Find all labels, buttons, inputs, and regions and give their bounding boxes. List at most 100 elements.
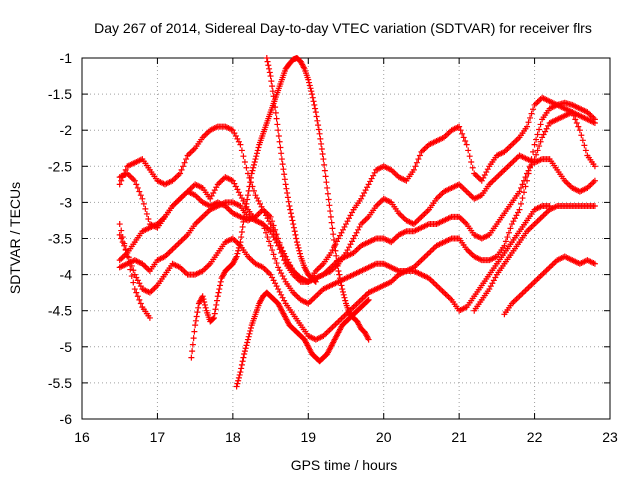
data-point: [528, 110, 535, 117]
series-track-6: [116, 221, 153, 321]
data-point: [321, 167, 328, 174]
y-tick-labels: -1 -1.5 -2 -2.5 -3 -3.5 -4 -4.5 -5 -5.5 -6: [48, 50, 72, 427]
data-point: [136, 296, 143, 303]
data-point: [286, 203, 293, 210]
x-tick-label: 18: [225, 429, 241, 445]
data-point: [501, 242, 508, 249]
data-point: [217, 282, 224, 289]
data-point: [337, 278, 344, 285]
data-point: [142, 205, 149, 212]
data-point: [313, 113, 320, 120]
data-point: [330, 236, 337, 243]
data-point: [315, 126, 322, 133]
x-axis-label: GPS time / hours: [291, 457, 398, 473]
data-point: [250, 164, 257, 171]
data-point: [199, 293, 206, 300]
data-point: [128, 273, 135, 280]
data-point: [211, 310, 218, 317]
data-point: [525, 170, 532, 177]
data-point: [244, 192, 251, 199]
data-point: [522, 183, 529, 190]
data-point: [253, 150, 260, 157]
data-point: [332, 247, 339, 254]
data-point: [572, 116, 579, 123]
y-tick-label: -5: [60, 339, 73, 355]
data-point: [413, 159, 420, 166]
x-tick-label: 22: [527, 429, 543, 445]
data-point: [525, 119, 532, 126]
data-point: [235, 374, 242, 381]
data-point: [116, 231, 123, 238]
data-point: [582, 147, 589, 154]
data-point: [234, 250, 241, 257]
data-point: [317, 135, 324, 142]
data-point: [416, 152, 423, 159]
data-point: [283, 185, 290, 192]
data-point: [189, 341, 196, 348]
series-track-9: [263, 55, 319, 285]
x-tick-labels: 16 17 18 19 20 21 22 23: [74, 429, 618, 445]
data-point: [307, 85, 314, 92]
data-point: [281, 171, 288, 178]
data-point: [272, 109, 279, 116]
data-point: [364, 297, 371, 304]
data-point: [342, 297, 349, 304]
data-point: [517, 200, 524, 207]
data-point: [239, 223, 246, 230]
data-point: [263, 55, 270, 61]
data-point: [533, 136, 540, 143]
x-tick-label: 23: [602, 429, 618, 445]
data-point: [330, 231, 337, 238]
data-point: [210, 315, 217, 322]
series-track-11: [501, 253, 598, 318]
data-point: [285, 198, 292, 205]
data-point: [278, 244, 285, 251]
data-point: [272, 104, 279, 111]
data-point: [245, 333, 252, 340]
data-point: [124, 253, 131, 260]
data-point: [243, 342, 250, 349]
data-point: [201, 299, 208, 306]
data-point: [312, 105, 319, 112]
data-point: [530, 106, 537, 113]
data-point: [146, 314, 153, 321]
data-point: [324, 190, 331, 197]
plot-frame: [81, 57, 611, 420]
data-point: [235, 377, 242, 384]
data-point: [200, 296, 207, 303]
data-point: [178, 166, 185, 173]
data-point: [243, 200, 250, 207]
data-point: [312, 278, 319, 285]
data-point: [333, 257, 340, 264]
data-point: [591, 260, 598, 267]
data-point: [267, 73, 274, 80]
grid: [82, 58, 610, 419]
data-point: [284, 194, 291, 201]
data-point: [263, 229, 270, 236]
data-point: [412, 163, 419, 170]
data-point: [238, 361, 245, 368]
data-point: [242, 205, 249, 212]
data-point: [269, 218, 276, 225]
data-point: [536, 143, 543, 150]
data-point: [145, 216, 152, 223]
data-point: [191, 328, 198, 335]
data-point: [189, 348, 196, 355]
data-point: [336, 271, 343, 278]
data-point: [325, 196, 332, 203]
data-point: [239, 358, 246, 365]
data-point: [460, 134, 467, 141]
data-point: [143, 210, 150, 217]
data-point: [278, 150, 285, 157]
data-point: [365, 336, 372, 343]
data-point: [261, 225, 268, 232]
data-point: [116, 221, 123, 228]
data-point: [214, 293, 221, 300]
data-point: [271, 98, 278, 105]
data-point: [254, 147, 261, 154]
data-point: [245, 187, 252, 194]
data-point: [270, 93, 277, 100]
x-tick-label: 19: [300, 429, 316, 445]
data-point: [287, 206, 294, 213]
data-point: [537, 138, 544, 145]
